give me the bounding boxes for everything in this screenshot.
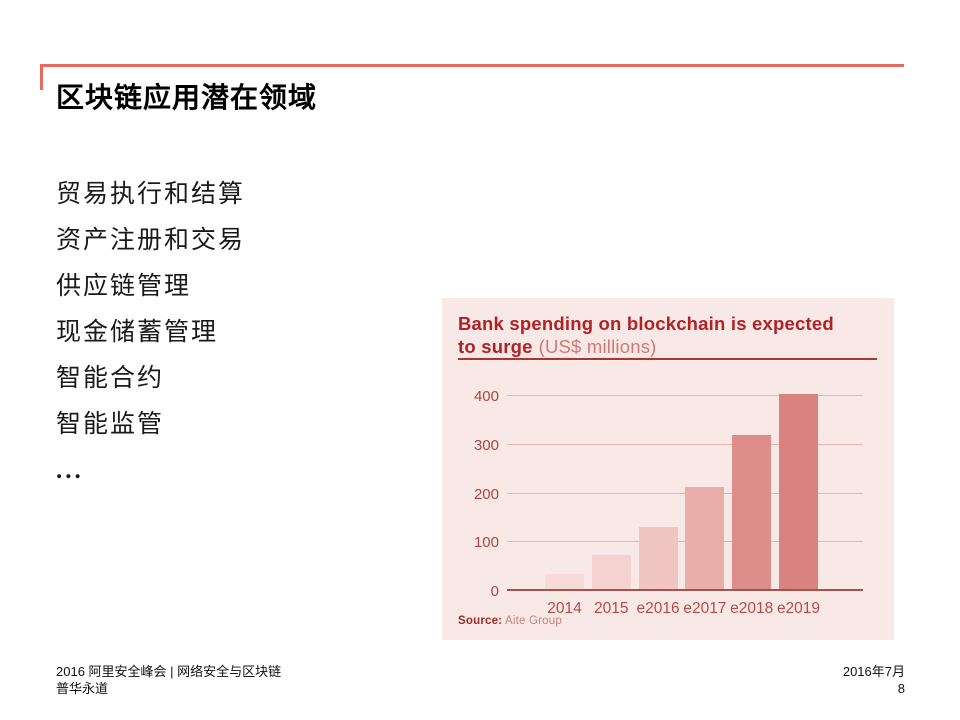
topic-item: 智能合约 (56, 365, 165, 392)
x-axis-baseline (507, 589, 863, 591)
y-tick-label: 300 (473, 436, 499, 454)
topic-item: 贸易执行和结算 (56, 181, 246, 208)
topic-item: 智能监管 (56, 411, 165, 438)
bar-e2019 (779, 394, 818, 589)
chart-title: Bank spending on blockchain is expected … (458, 312, 880, 358)
topic-list: 贸易执行和结算 资产注册和交易 供应链管理现金储蓄管理 智能合约智能监管... (56, 172, 245, 494)
footer-left: 2016 阿里安全峰会 | 网络安全与区块链 普华永道 (56, 663, 281, 697)
gridline (507, 541, 863, 543)
footer-right: 2016年7月 8 (843, 663, 905, 697)
bar-e2018 (732, 435, 772, 589)
y-tick-label: 100 (473, 534, 499, 552)
bar-e2016 (638, 526, 678, 589)
chart-title-line1: Bank spending on blockchain is expected (458, 313, 834, 334)
footer-page-number: 8 (897, 681, 905, 696)
gridline (507, 443, 863, 445)
topic-item: 现金储蓄管理 (56, 319, 219, 346)
chart-panel: Bank spending on blockchain is expected … (442, 298, 894, 640)
footer-date: 2016年7月 (842, 664, 905, 679)
x-tick-label: e2019 (776, 600, 821, 617)
x-tick-label: e2016 (636, 600, 680, 617)
chart-source: Source: Aite Group (458, 615, 562, 627)
x-tick-label: 2015 (594, 600, 629, 617)
top-accent-line (40, 64, 904, 67)
topic-item: 供应链管理 (56, 273, 192, 300)
chart-plot: 0 100 200 300 400 2014 2015 e2016 e2017 e2018 e201… (474, 376, 863, 617)
x-tick-label: 2014 (547, 600, 582, 617)
x-tick-label: e2018 (730, 600, 774, 617)
chart-title-divider (458, 358, 877, 360)
footer-company: 普华永道 (56, 681, 109, 696)
corner-bracket (40, 64, 43, 90)
gridline (507, 492, 863, 494)
footer-event-title: 2016 阿里安全峰会 | 网络安全与区块链 (56, 664, 282, 679)
y-tick-label: 200 (473, 485, 499, 503)
chart-source-value: Aite Group (504, 615, 562, 627)
gridline (507, 395, 863, 396)
bar-e2017 (685, 486, 725, 589)
y-tick-label: 400 (473, 388, 499, 405)
topic-item: 资产注册和交易 (56, 227, 246, 254)
chart-title-line2: to surge (458, 336, 533, 357)
chart-title-unit: (US$ millions) (538, 336, 657, 357)
page-title: 区块链应用潜在领域 (56, 83, 318, 114)
bar-2014 (545, 574, 584, 589)
x-tick-label: e2017 (683, 600, 727, 617)
topic-item: ... (56, 457, 84, 484)
y-tick-label: 0 (490, 583, 499, 600)
bar-2015 (591, 554, 631, 589)
chart-source-label: Source: (458, 615, 503, 627)
